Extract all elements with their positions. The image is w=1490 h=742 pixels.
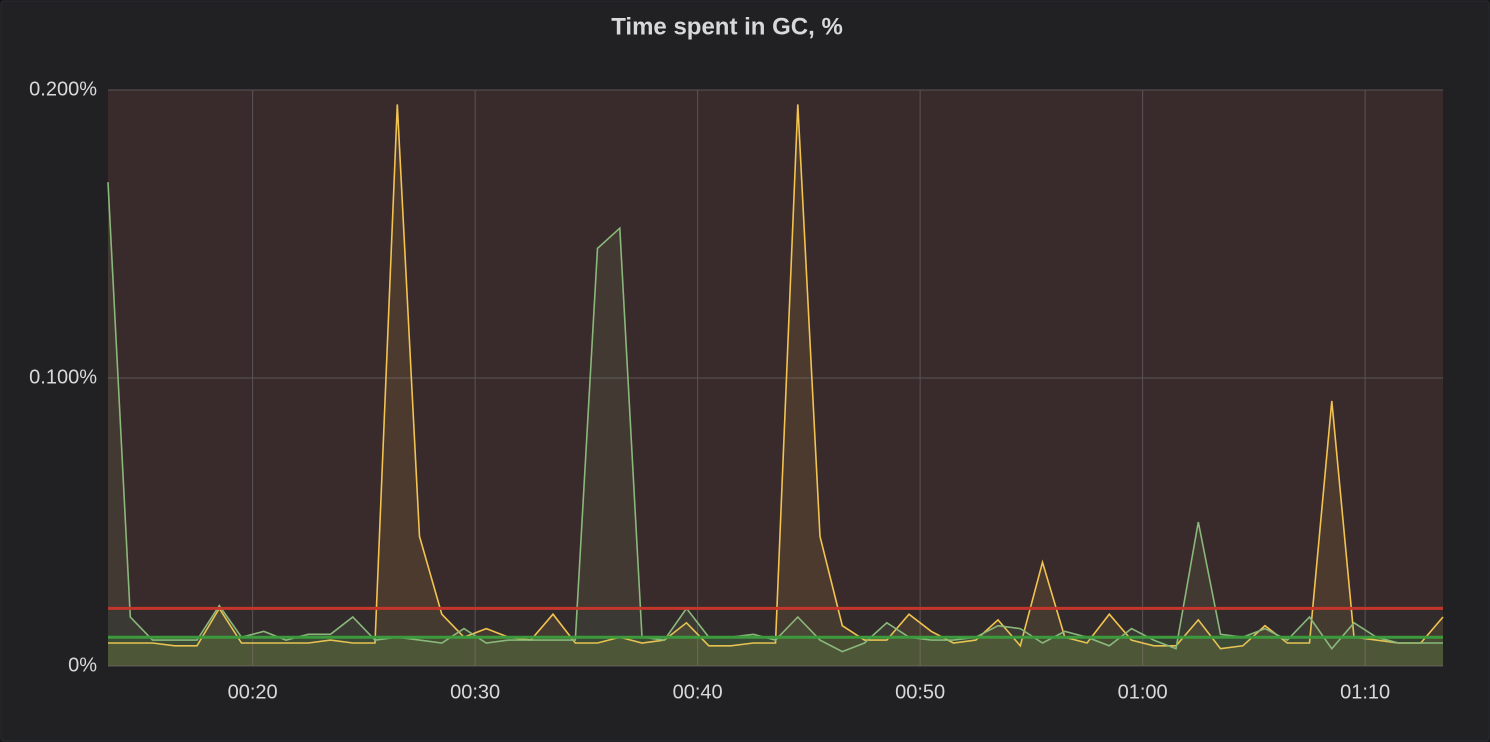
x-tick-label: 00:40 bbox=[673, 681, 723, 703]
y-tick-label: 0% bbox=[68, 654, 97, 676]
x-tick-label: 00:30 bbox=[450, 681, 500, 703]
threshold-fill bbox=[108, 90, 1443, 609]
chart-title: Time spent in GC, % bbox=[611, 13, 843, 40]
x-tick-label: 00:50 bbox=[895, 681, 945, 703]
series-line bbox=[108, 104, 1444, 650]
x-tick-label: 01:10 bbox=[1340, 681, 1390, 703]
x-tick-label: 00:20 bbox=[228, 681, 278, 703]
y-tick-label: 0.100% bbox=[29, 366, 97, 388]
y-tick-label: 0.200% bbox=[29, 78, 97, 100]
x-tick-label: 01:00 bbox=[1118, 681, 1168, 703]
series-line bbox=[107, 182, 1443, 653]
